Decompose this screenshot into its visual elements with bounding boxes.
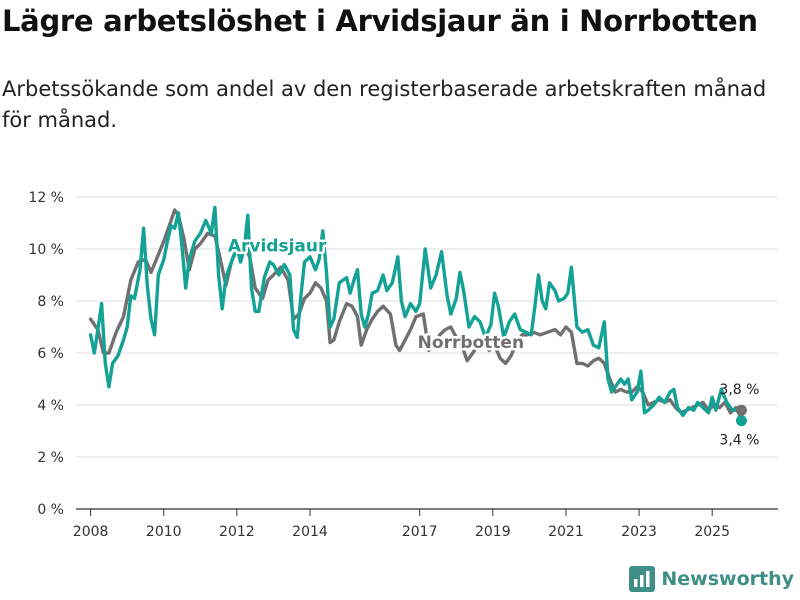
x-tick-label: 2010 <box>146 524 182 540</box>
x-tick-label: 2023 <box>621 524 657 540</box>
x-tick-label: 2025 <box>694 524 730 540</box>
end-label-norrbotten: 3,8 % <box>719 382 759 398</box>
chart-subtitle: Arbetssökande som andel av den registerb… <box>2 77 767 132</box>
y-tick-label: 12 % <box>28 190 64 206</box>
brand-name: Newsworthy <box>661 568 794 590</box>
y-tick-label: 0 % <box>37 502 64 518</box>
brand-logo: Newsworthy <box>629 566 794 592</box>
y-tick-label: 8 % <box>37 294 64 310</box>
series-label-arvidsjaur: Arvidsjaur <box>228 237 327 257</box>
series-line-arvidsjaur <box>88 205 744 423</box>
newsworthy-logo-icon <box>629 566 656 592</box>
x-tick-label: 2014 <box>292 524 328 540</box>
x-tick-label: 2021 <box>548 524 584 540</box>
end-point-norrbotten <box>735 404 747 416</box>
y-tick-label: 2 % <box>37 450 64 466</box>
x-tick-label: 2019 <box>475 524 511 540</box>
y-tick-label: 4 % <box>37 398 64 414</box>
end-point-arvidsjaur <box>735 415 747 427</box>
y-tick-label: 6 % <box>37 346 64 362</box>
chart-labels: 3,4 % 3,8 % Arvidsjaur Norrbotten <box>225 234 759 449</box>
x-tick-label: 2012 <box>219 524 255 540</box>
x-tick-label: 2008 <box>73 524 109 540</box>
x-tick-label: 2017 <box>402 524 438 540</box>
end-label-arvidsjaur: 3,4 % <box>719 433 759 449</box>
y-tick-label: 10 % <box>28 242 64 258</box>
chart-title: Lägre arbetslöshet i Arvidsjaur än i Nor… <box>2 4 758 38</box>
x-axis: 2008 2010 2012 2014 2017 2019 2021 2023 2025 <box>73 509 730 540</box>
gridlines: 0 % 2 % 4 % 6 % 8 % 10 % 12 % <box>28 190 778 518</box>
series-lines <box>88 205 744 423</box>
series-label-norrbotten: Norrbotten <box>418 333 524 353</box>
